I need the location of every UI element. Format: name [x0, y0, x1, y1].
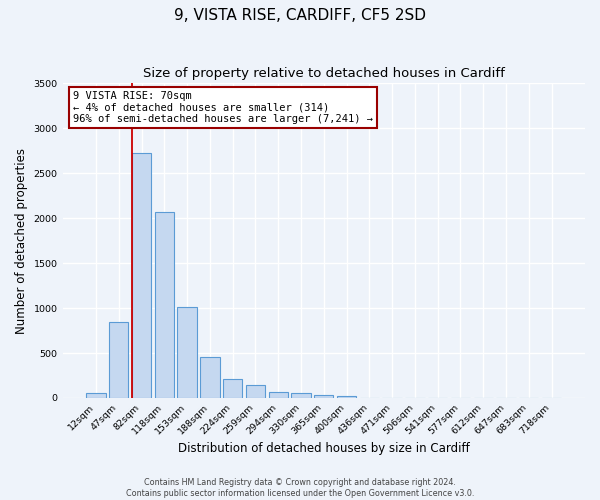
- X-axis label: Distribution of detached houses by size in Cardiff: Distribution of detached houses by size …: [178, 442, 470, 455]
- Bar: [337, 396, 356, 398]
- Bar: [132, 153, 151, 398]
- Text: 9, VISTA RISE, CARDIFF, CF5 2SD: 9, VISTA RISE, CARDIFF, CF5 2SD: [174, 8, 426, 22]
- Bar: [155, 212, 174, 398]
- Bar: [246, 386, 265, 398]
- Bar: [109, 322, 128, 398]
- Bar: [269, 392, 288, 398]
- Bar: [86, 392, 106, 398]
- Bar: [292, 394, 311, 398]
- Bar: [223, 378, 242, 398]
- Text: Contains HM Land Registry data © Crown copyright and database right 2024.
Contai: Contains HM Land Registry data © Crown c…: [126, 478, 474, 498]
- Title: Size of property relative to detached houses in Cardiff: Size of property relative to detached ho…: [143, 68, 505, 80]
- Bar: [178, 307, 197, 398]
- Text: 9 VISTA RISE: 70sqm
← 4% of detached houses are smaller (314)
96% of semi-detach: 9 VISTA RISE: 70sqm ← 4% of detached hou…: [73, 91, 373, 124]
- Bar: [200, 357, 220, 398]
- Bar: [314, 396, 334, 398]
- Y-axis label: Number of detached properties: Number of detached properties: [15, 148, 28, 334]
